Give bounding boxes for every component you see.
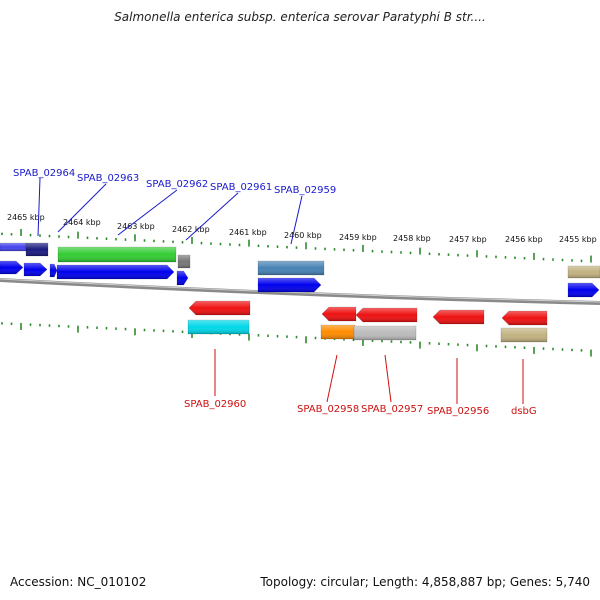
ruler-label: 2465 kbp [7, 213, 45, 222]
genome-summary-text: Topology: circular; Length: 4,858,887 bp… [260, 575, 590, 589]
ruler-labels: 2465 kbp 2464 kbp 2463 kbp 2462 kbp 2461 kbp… [7, 213, 597, 244]
gene-feature[interactable] [0, 260, 24, 275]
leader-line [290, 195, 303, 245]
backbone-highlight [0, 278, 600, 303]
leader-line [117, 189, 178, 236]
gene-label-forward[interactable]: SPAB_02961 [210, 182, 272, 193]
genome-backbone [0, 278, 600, 305]
gene-feature[interactable] [25, 242, 49, 257]
ruler-label: 2464 kbp [63, 218, 101, 227]
ruler-label: 2457 kbp [449, 235, 487, 244]
reverse-tick-marks [1, 322, 592, 357]
leader-line [326, 354, 338, 403]
gene-label-reverse[interactable]: dsbG [511, 406, 537, 417]
leader-line [384, 354, 392, 403]
gene-feature[interactable] [257, 277, 322, 293]
forward-tick-marks [1, 228, 592, 263]
gene-features [0, 242, 600, 343]
leader-line [185, 192, 239, 241]
gene-label-reverse[interactable]: SPAB_02957 [361, 404, 423, 415]
gene-label-forward[interactable]: SPAB_02959 [274, 185, 336, 196]
ruler-label: 2462 kbp [172, 225, 210, 234]
gene-feature[interactable] [176, 270, 189, 286]
gene-feature[interactable] [0, 242, 27, 252]
gene-label-forward[interactable]: SPAB_02963 [77, 173, 139, 184]
accession-text: Accession: NC_010102 [10, 575, 147, 589]
gene-labels: SPAB_02964 SPAB_02963 SPAB_02962 SPAB_02961… [13, 168, 537, 417]
gene-feature[interactable] [23, 262, 48, 277]
ruler-label: 2461 kbp [229, 228, 267, 237]
ruler-label: 2463 kbp [117, 222, 155, 231]
ruler-label: 2459 kbp [339, 233, 377, 242]
gene-label-forward[interactable]: SPAB_02964 [13, 168, 75, 179]
leader-line [57, 183, 107, 233]
gene-label-forward[interactable]: SPAB_02962 [146, 179, 208, 190]
ruler-label: 2460 kbp [284, 231, 322, 240]
gene-feature[interactable] [57, 246, 177, 263]
ruler-label: 2456 kbp [505, 235, 543, 244]
leader-line [37, 177, 41, 237]
gene-label-reverse[interactable]: SPAB_02956 [427, 406, 489, 417]
gene-feature[interactable] [321, 306, 357, 322]
gene-feature[interactable] [187, 319, 250, 335]
gene-feature[interactable] [353, 325, 417, 341]
ruler-label: 2458 kbp [393, 234, 431, 243]
gene-feature[interactable] [355, 307, 418, 323]
map-title: Salmonella enterica subsp. enterica sero… [114, 10, 486, 24]
gene-feature[interactable] [56, 264, 175, 280]
gene-feature[interactable] [188, 300, 251, 316]
gene-feature[interactable] [500, 327, 548, 343]
gene-feature[interactable] [501, 310, 548, 326]
gene-feature[interactable] [567, 282, 600, 298]
gene-feature[interactable] [432, 309, 485, 325]
gene-feature[interactable] [320, 324, 356, 340]
gene-feature[interactable] [567, 265, 600, 279]
gene-feature[interactable] [177, 254, 191, 269]
gene-feature[interactable] [49, 263, 58, 278]
ruler-label: 2455 kbp [559, 235, 597, 244]
gene-label-reverse[interactable]: SPAB_02958 [297, 404, 359, 415]
gene-feature[interactable] [257, 260, 325, 276]
label-leader-lines [37, 177, 524, 404]
gene-label-reverse[interactable]: SPAB_02960 [184, 399, 246, 410]
